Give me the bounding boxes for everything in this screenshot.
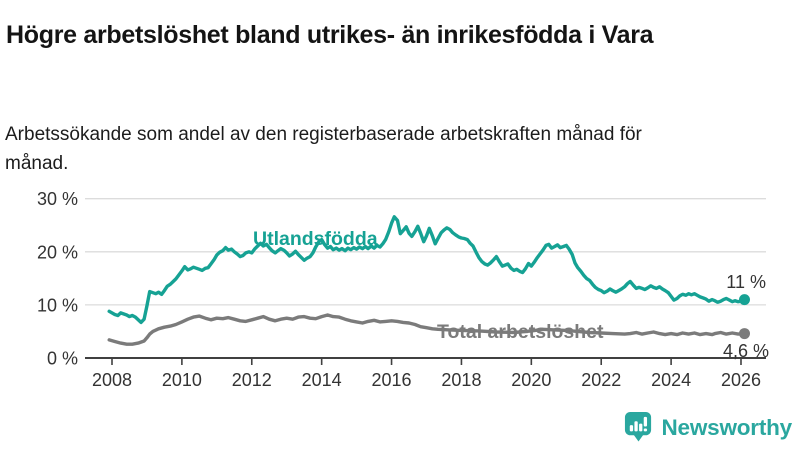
x-axis-tick-label: 2024 xyxy=(651,370,691,390)
series-label-utlandsfodda: Utlandsfödda xyxy=(253,228,378,250)
x-axis-tick-label: 2026 xyxy=(721,370,761,390)
plot-area: 30 % 20 % 10 % 0 % 2008 2010 2012 2014 2016 2018 2… xyxy=(37,189,769,390)
x-axis-tick-label: 2020 xyxy=(511,370,551,390)
end-value-label-utlandsfodda: 11 % xyxy=(726,272,766,292)
x-axis-tick-label: 2012 xyxy=(232,370,272,390)
series-line xyxy=(107,215,747,325)
y-axis-tick-label: 0 % xyxy=(47,349,78,369)
y-axis-tick-label: 10 % xyxy=(37,295,78,315)
newsworthy-wordmark: Newsworthy xyxy=(661,414,792,440)
y-axis-tick-label: 30 % xyxy=(37,189,78,209)
line-chart: 30 % 20 % 10 % 0 % 2008 2010 2012 2014 2016 2018 2… xyxy=(0,185,800,415)
newsworthy-logo-icon xyxy=(625,412,652,442)
series-line xyxy=(107,313,747,346)
series-end-dot xyxy=(738,328,750,340)
x-axis-tick-label: 2014 xyxy=(302,370,342,390)
end-value-label-total: 4,6 % xyxy=(723,341,769,361)
x-axis-tick-label: 2018 xyxy=(441,370,481,390)
x-axis-tick-label: 2016 xyxy=(372,370,412,390)
plot-labels: Utlandsfödda Total arbetslöshet 11 % 4,6… xyxy=(253,228,769,361)
y-axis-tick-label: 20 % xyxy=(37,242,78,262)
chart-subtitle: Arbetssökande som andel av den registerb… xyxy=(5,124,642,174)
x-axis-tick-label: 2010 xyxy=(162,370,202,390)
x-axis-tick-label: 2022 xyxy=(581,370,621,390)
x-axis-tick-label: 2008 xyxy=(92,370,132,390)
newsworthy-logo[interactable]: Newsworthy xyxy=(623,411,792,444)
series-end-dot xyxy=(738,294,750,306)
chart-title: Högre arbetslöshet bland utrikes- än inr… xyxy=(6,20,654,49)
series-label-total-arbetsloshet: Total arbetslöshet xyxy=(437,321,604,343)
